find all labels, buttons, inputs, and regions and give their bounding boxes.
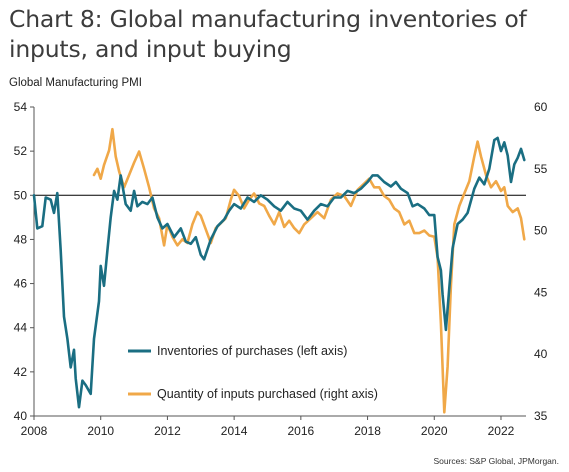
x-tick-label: 2012 <box>154 424 181 438</box>
series-line-inventories <box>32 136 526 409</box>
x-tick-label: 2018 <box>354 424 381 438</box>
x-tick-label: 2010 <box>87 424 114 438</box>
chart-title: Chart 8: Global manufacturing inventorie… <box>9 5 527 63</box>
left-axis-label: Global Manufacturing PMI <box>9 77 142 89</box>
x-tick-label: 2022 <box>488 424 515 438</box>
x-tick-label: 2020 <box>421 424 448 438</box>
x-tick-label: 2008 <box>21 424 48 438</box>
right-tick-label: 35 <box>534 409 548 423</box>
axes: 40 42 44 46 48 50 52 54 35 40 45 50 55 60 2008 2010 2012… <box>14 100 548 438</box>
legend-label-quantity: Quantity of inputs purchased (right axis… <box>157 387 378 401</box>
left-tick-label: 50 <box>14 188 28 202</box>
x-tick-label: 2014 <box>221 424 248 438</box>
right-tick-label: 55 <box>534 162 548 176</box>
x-tick-label: 2016 <box>287 424 314 438</box>
left-tick-label: 54 <box>14 100 28 114</box>
right-tick-label: 50 <box>534 224 548 238</box>
right-tick-label: 40 <box>534 347 548 361</box>
left-tick-label: 46 <box>14 277 28 291</box>
legend-label-inventories: Inventories of purchases (left axis) <box>157 344 347 358</box>
left-tick-label: 40 <box>14 409 28 423</box>
source-note: Sources: S&P Global, JPMorgan. <box>433 456 559 466</box>
series-lines <box>32 127 526 414</box>
left-tick-label: 48 <box>14 232 28 246</box>
left-tick-label: 42 <box>14 365 28 379</box>
series-line-quantity <box>92 127 526 414</box>
left-tick-label: 44 <box>14 321 28 335</box>
right-tick-label: 60 <box>534 100 548 114</box>
right-tick-label: 45 <box>534 285 548 299</box>
left-tick-label: 52 <box>14 144 28 158</box>
legend: Inventories of purchases (left axis) Qua… <box>128 344 378 401</box>
